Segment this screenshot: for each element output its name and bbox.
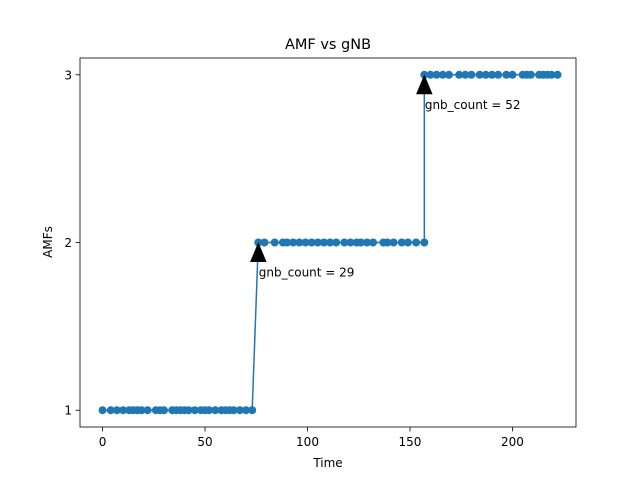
y-tick-label: 2 — [64, 236, 72, 250]
y-tick-label: 3 — [64, 68, 72, 82]
data-point — [444, 70, 453, 79]
y-tick-label: 1 — [64, 404, 72, 418]
data-point — [143, 406, 152, 415]
x-tick-label: 50 — [197, 435, 212, 449]
data-point — [369, 238, 378, 247]
data-point — [211, 406, 220, 415]
annotation-arrow-0 — [250, 242, 267, 262]
x-tick-label: 200 — [501, 435, 524, 449]
chart-title: AMF vs gNB — [285, 37, 371, 53]
data-point — [356, 238, 365, 247]
x-tick-label: 100 — [296, 435, 319, 449]
data-point — [547, 70, 556, 79]
data-point — [420, 238, 429, 247]
data-point — [494, 70, 503, 79]
data-point — [301, 238, 310, 247]
data-point — [295, 238, 304, 247]
data-point — [235, 406, 244, 415]
data-point — [137, 406, 146, 415]
data-point — [112, 406, 121, 415]
data-point — [190, 406, 199, 415]
data-point — [481, 70, 490, 79]
data-point — [438, 70, 447, 79]
y-axis-label: AMFs — [41, 226, 55, 258]
x-tick-label: 0 — [99, 435, 107, 449]
data-point — [487, 70, 496, 79]
data-point — [260, 238, 269, 247]
data-point — [383, 238, 392, 247]
data-point — [389, 238, 398, 247]
data-point — [160, 406, 169, 415]
data-point — [205, 406, 214, 415]
data-point — [319, 238, 328, 247]
data-point — [475, 70, 484, 79]
data-point — [526, 70, 535, 79]
annotation-label-0: gnb_count = 29 — [259, 266, 355, 280]
data-point — [289, 238, 298, 247]
data-point — [98, 406, 107, 415]
data-point — [326, 238, 335, 247]
data-point — [106, 406, 115, 415]
annotation-arrow-1 — [416, 74, 433, 95]
data-point — [184, 406, 193, 415]
data-point — [412, 238, 421, 247]
data-point — [426, 70, 435, 79]
data-point — [553, 70, 562, 79]
data-point — [332, 238, 341, 247]
data-point — [270, 238, 279, 247]
data-point — [403, 238, 412, 247]
data-point — [283, 238, 292, 247]
data-point — [307, 238, 316, 247]
x-tick-label: 150 — [399, 435, 422, 449]
data-point — [340, 238, 349, 247]
data-point — [397, 238, 406, 247]
data-point — [313, 238, 322, 247]
data-point — [502, 70, 511, 79]
data-point — [508, 70, 517, 79]
data-point — [229, 406, 238, 415]
plot-area: gnb_count = 29 gnb_count = 52 0 50 100 150 200… — [64, 57, 577, 449]
data-point — [248, 406, 257, 415]
x-axis-label: Time — [312, 456, 342, 470]
data-point — [455, 70, 464, 79]
data-point — [461, 70, 470, 79]
data-point — [432, 70, 441, 79]
data-point — [362, 238, 371, 247]
data-point — [467, 70, 476, 79]
annotation-label-1: gnb_count = 52 — [425, 98, 521, 112]
data-point — [242, 406, 251, 415]
data-point — [119, 406, 128, 415]
data-point — [346, 238, 355, 247]
